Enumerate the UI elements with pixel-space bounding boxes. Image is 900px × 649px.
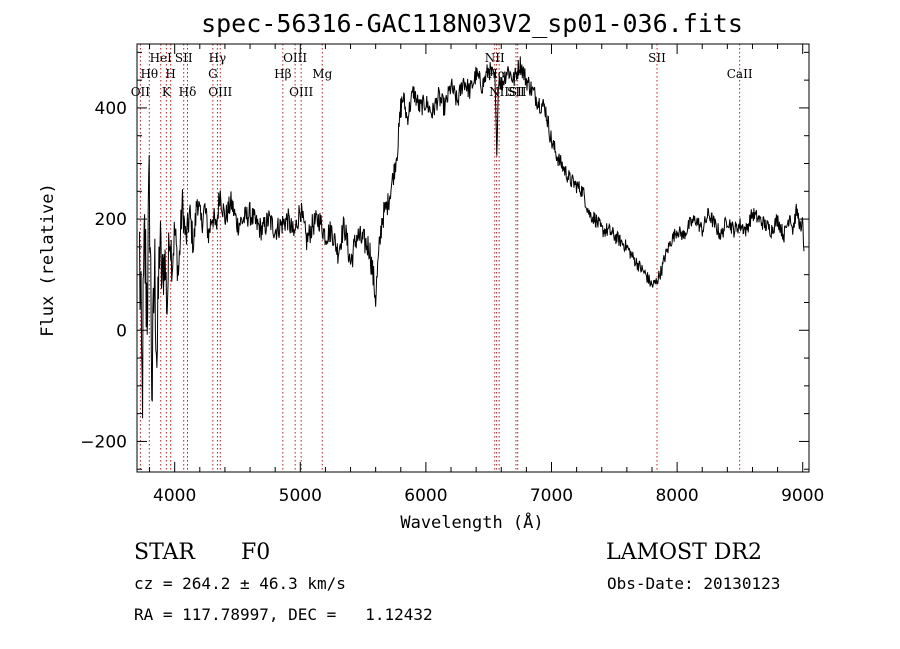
observation-date: Obs-Date: 20130123	[607, 574, 781, 593]
plot-frame	[136, 43, 810, 473]
x-tick-label-5: 9000	[781, 486, 824, 506]
emission-line-label-0: OII	[131, 85, 151, 99]
x-tick-label-2: 6000	[404, 486, 447, 506]
redshift-readout: cz = 264.2 ± 46.3 km/s	[134, 574, 346, 593]
y-tick-label-1: 0	[116, 321, 127, 341]
emission-line-label-6: Hδ	[179, 85, 197, 99]
emission-line-label-3: K	[162, 85, 172, 99]
y-axis: −200 0 200 400	[80, 51, 809, 470]
emission-line-label-18: SII	[509, 85, 527, 99]
chart-title: spec-56316-GAC118N03V2_sp01-036.fits	[201, 9, 743, 38]
emission-line-label-2: HeI	[150, 51, 173, 65]
x-tick-label-0: 4000	[153, 486, 196, 506]
emission-line-label-10: Hβ	[274, 67, 291, 81]
series-group	[139, 56, 805, 419]
x-tick-label-4: 8000	[655, 486, 698, 506]
y-tick-label-2: 200	[95, 210, 127, 230]
emission-line-label-12: OIII	[289, 85, 313, 99]
object-type: STAR	[134, 540, 195, 565]
y-axis-label: Flux (relative)	[38, 183, 58, 337]
emission-line-label-19: SII	[648, 51, 666, 65]
spectral-subclass: F0	[241, 540, 271, 565]
emission-line-label-20: CaII	[727, 67, 753, 81]
coordinates-readout: RA = 117.78997, DEC = 1.12432	[134, 605, 433, 624]
y-tick-label-0: −200	[80, 432, 127, 452]
emission-line-label-16: NII	[489, 85, 509, 99]
emission-line-label-4: H	[165, 67, 175, 81]
y-tick-label-3: 400	[95, 99, 127, 119]
x-tick-label-1: 5000	[279, 486, 322, 506]
emission-line-label-1: Hθ	[140, 67, 158, 81]
x-axis-label: Wavelength (Å)	[400, 511, 543, 533]
emission-line-label-17: SII	[507, 85, 525, 99]
emission-lines	[139, 44, 741, 472]
emission-line-label-13: Mg	[312, 67, 332, 81]
emission-line-label-8: Hγ	[209, 51, 227, 65]
emission-line-label-7: G	[208, 67, 218, 81]
x-tick-label-3: 7000	[530, 486, 573, 506]
emission-line-label-5: SII	[175, 51, 193, 65]
emission-line-label-14: NII	[485, 51, 505, 65]
emission-line-labels: OIIHθHeIKHSIIHδGHγOIIIHβOIIIOIIIMgNIIHαN…	[131, 51, 753, 99]
spectrum-series	[139, 56, 805, 419]
emission-line-label-11: OIII	[283, 51, 307, 65]
emission-line-label-9: OIII	[208, 85, 232, 99]
survey-name: LAMOST DR2	[606, 540, 762, 565]
x-axis: 4000 5000 6000 7000 8000 9000	[149, 44, 824, 506]
